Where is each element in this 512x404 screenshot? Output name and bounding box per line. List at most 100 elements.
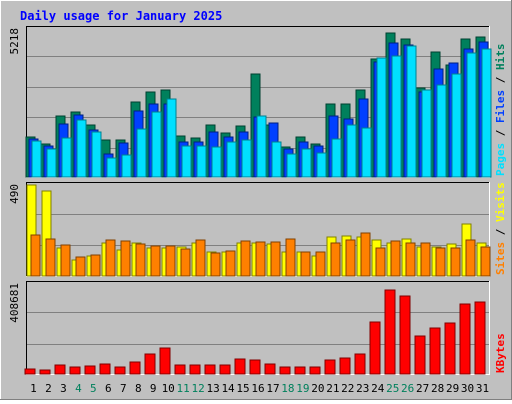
day-label-27: 27 xyxy=(416,382,429,395)
legend-visits-sites: Sites / Visits xyxy=(494,182,507,275)
bar-kbytes-day-16 xyxy=(249,359,261,375)
day-label-6: 6 xyxy=(105,382,112,395)
bar-pages-day-29 xyxy=(451,73,462,178)
y-max-label: 5218 xyxy=(8,28,21,55)
bar-pages-day-21 xyxy=(331,138,342,178)
bar-pages-day-25 xyxy=(391,55,402,178)
bar-pages-day-2 xyxy=(46,148,57,178)
bar-sites-day-19 xyxy=(300,251,311,277)
bar-sites-day-2 xyxy=(45,238,56,277)
legend-visits: Visits xyxy=(494,182,507,222)
day-label-11: 11 xyxy=(177,382,190,395)
day-label-28: 28 xyxy=(431,382,444,395)
series-pages xyxy=(31,45,492,178)
bar-sites-day-4 xyxy=(75,256,86,277)
bar-kbytes-day-6 xyxy=(99,363,111,375)
legend-kbytes: KBytes xyxy=(494,333,507,373)
bar-kbytes-day-19 xyxy=(294,366,306,375)
bar-sites-day-28 xyxy=(435,247,446,277)
bar-sites-day-17 xyxy=(270,241,281,277)
bar-kbytes-day-4 xyxy=(69,366,81,375)
bar-kbytes-day-10 xyxy=(159,347,171,375)
day-label-26: 26 xyxy=(401,382,414,395)
day-label-18: 18 xyxy=(281,382,294,395)
bar-kbytes-day-25 xyxy=(384,289,396,375)
bar-pages-day-8 xyxy=(136,128,147,178)
bar-kbytes-day-18 xyxy=(279,366,291,375)
bar-sites-day-7 xyxy=(120,240,131,277)
bar-kbytes-day-22 xyxy=(339,357,351,375)
bar-sites-day-29 xyxy=(450,247,461,277)
day-label-1: 1 xyxy=(30,382,37,395)
bar-kbytes-day-2 xyxy=(39,369,51,375)
bar-kbytes-day-30 xyxy=(459,303,471,375)
bar-kbytes-day-1 xyxy=(24,368,36,375)
day-label-5: 5 xyxy=(90,382,97,395)
bar-sites-day-27 xyxy=(420,242,431,277)
plot-area xyxy=(26,281,490,375)
bar-sites-day-22 xyxy=(345,239,356,277)
bar-kbytes-day-11 xyxy=(174,364,186,375)
bar-sites-day-26 xyxy=(405,242,416,277)
chart-panels: 5218 Pages / Files / Hits 490 Sites / Visit… xyxy=(8,26,507,375)
chart-title: Daily usage for January 2025 xyxy=(20,9,222,23)
bar-sites-day-5 xyxy=(90,254,101,277)
y-max-label: 490 xyxy=(8,184,21,204)
bar-kbytes-day-31 xyxy=(474,301,486,375)
bar-pages-day-31 xyxy=(481,48,492,178)
day-label-22: 22 xyxy=(341,382,354,395)
day-label-20: 20 xyxy=(311,382,324,395)
day-label-16: 16 xyxy=(251,382,264,395)
legend-slash: / xyxy=(494,222,507,242)
day-label-21: 21 xyxy=(326,382,339,395)
day-label-23: 23 xyxy=(356,382,369,395)
bar-sites-day-25 xyxy=(390,240,401,277)
day-label-12: 12 xyxy=(192,382,205,395)
bar-kbytes-day-21 xyxy=(324,359,336,375)
bar-kbytes-day-7 xyxy=(114,366,126,375)
bar-sites-day-20 xyxy=(315,251,326,277)
bar-pages-day-28 xyxy=(436,84,447,178)
day-label-30: 30 xyxy=(461,382,474,395)
legend-kbytes: KBytes xyxy=(494,333,507,373)
bar-pages-day-23 xyxy=(361,127,372,178)
bar-kbytes-day-23 xyxy=(354,353,366,375)
bar-kbytes-day-17 xyxy=(264,363,276,375)
bar-kbytes-day-15 xyxy=(234,358,246,375)
bar-pages-day-22 xyxy=(346,124,357,178)
day-label-8: 8 xyxy=(135,382,142,395)
bar-kbytes-day-13 xyxy=(204,364,216,375)
series-kbytes xyxy=(24,289,486,375)
bar-pages-day-6 xyxy=(106,157,117,178)
bar-pages-day-17 xyxy=(271,141,282,178)
bar-pages-day-11 xyxy=(181,145,192,178)
bar-kbytes-day-29 xyxy=(444,322,456,375)
bar-pages-day-30 xyxy=(466,52,477,178)
legend-slash2: / xyxy=(494,70,507,90)
y-max-label: 408681 xyxy=(8,283,21,323)
day-label-14: 14 xyxy=(221,382,235,395)
day-label-13: 13 xyxy=(206,382,219,395)
bar-pages-day-12 xyxy=(196,145,207,178)
bar-pages-day-4 xyxy=(76,119,87,178)
legend-slash1: / xyxy=(494,123,507,143)
bar-kbytes-day-14 xyxy=(219,364,231,375)
bar-sites-day-11 xyxy=(180,248,191,277)
bar-kbytes-day-24 xyxy=(369,321,381,375)
bar-sites-day-6 xyxy=(105,239,116,277)
day-label-7: 7 xyxy=(120,382,127,395)
bar-pages-day-20 xyxy=(316,152,327,178)
bar-sites-day-3 xyxy=(60,244,71,277)
day-label-2: 2 xyxy=(45,382,52,395)
bar-kbytes-day-8 xyxy=(129,361,141,375)
bar-pages-day-15 xyxy=(241,139,252,178)
day-label-15: 15 xyxy=(236,382,249,395)
day-label-24: 24 xyxy=(371,382,385,395)
bar-pages-day-1 xyxy=(31,140,42,178)
panel-visits-sites: 490 Sites / Visits xyxy=(8,182,507,277)
day-label-31: 31 xyxy=(476,382,489,395)
bar-sites-day-18 xyxy=(285,238,296,277)
bar-sites-day-31 xyxy=(480,246,491,277)
